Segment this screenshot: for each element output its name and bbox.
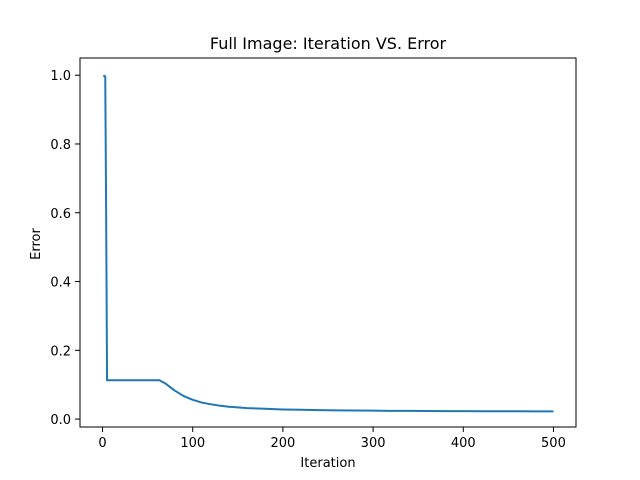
x-tick-label: 400 [451, 436, 476, 451]
y-tick-label: 0.4 [50, 276, 71, 291]
x-tick-label: 0 [98, 436, 106, 451]
y-tick-label: 0.8 [50, 138, 71, 153]
x-tick-label: 500 [541, 436, 566, 451]
series-line-error [102, 74, 554, 413]
y-tick-label: 0.2 [50, 344, 71, 359]
x-tick-label: 100 [180, 436, 205, 451]
x-tick-label: 300 [361, 436, 386, 451]
chart-title: Full Image: Iteration VS. Error [210, 34, 447, 53]
plot-area [102, 74, 554, 413]
y-tick-label: 1.0 [50, 69, 71, 84]
axes: 0 100 200 300 400 500 0.0 0.2 0.4 0.6 0.8 1.0 [50, 57, 577, 451]
y-tick-label: 0.0 [50, 413, 71, 428]
x-axis-label: Iteration [300, 456, 355, 471]
y-axis-label: Error [29, 228, 44, 260]
axes-frame [79, 57, 577, 428]
y-tick-label: 0.6 [50, 207, 71, 222]
x-tick-label: 200 [270, 436, 295, 451]
